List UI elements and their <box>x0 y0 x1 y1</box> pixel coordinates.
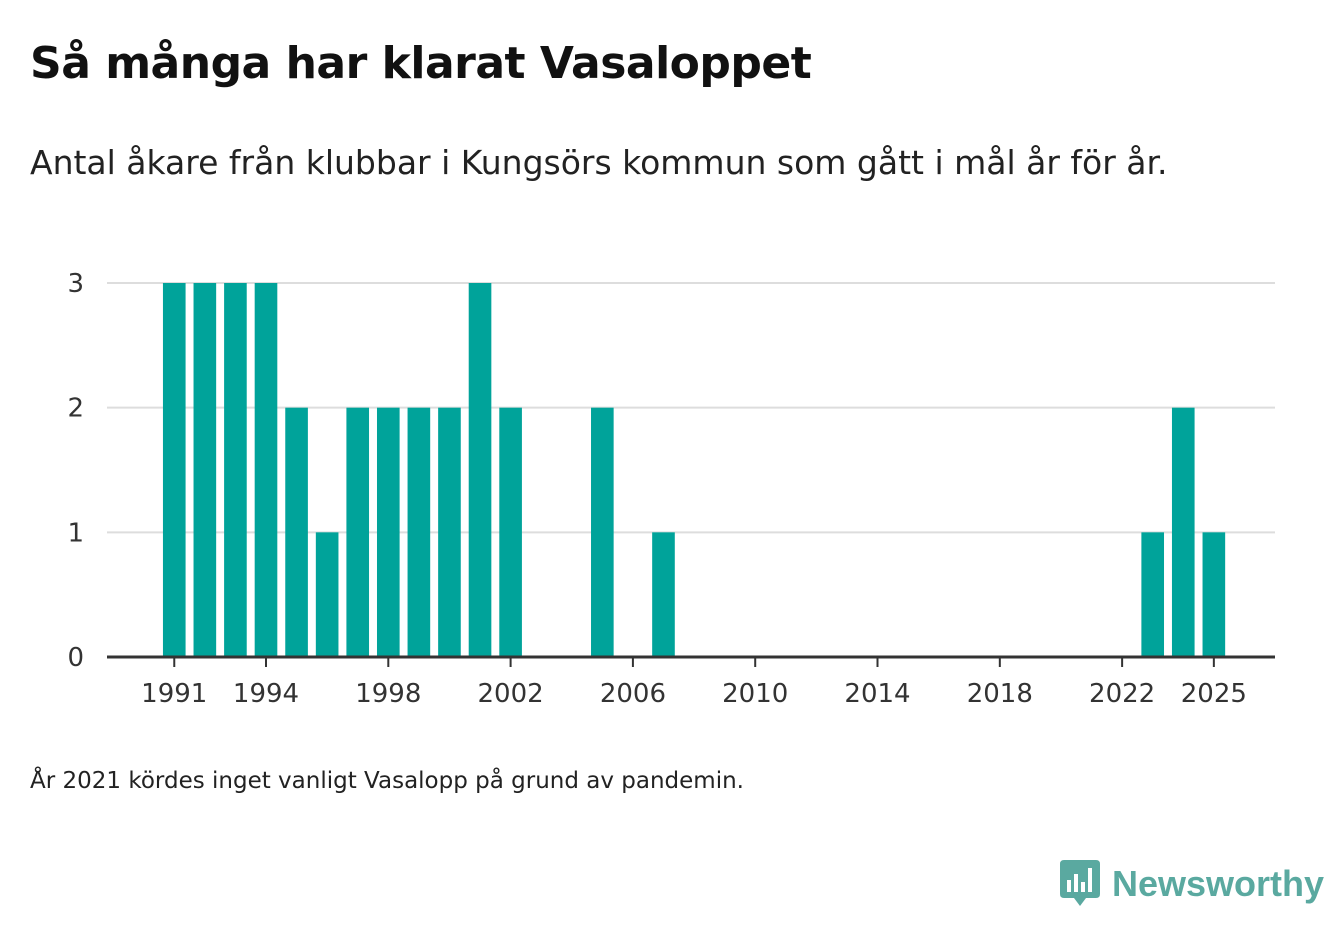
x-tick-label: 2006 <box>600 679 666 709</box>
x-tick-label: 2022 <box>1089 679 1155 709</box>
gridlines <box>107 282 1275 534</box>
bar-2007[interactable] <box>652 532 675 657</box>
x-tick-label: 2010 <box>722 679 788 709</box>
y-tick-label: 1 <box>67 518 84 548</box>
y-tick-label: 3 <box>67 269 84 299</box>
chart-title: Så många har klarat Vasaloppet <box>30 38 812 89</box>
x-tick-label: 2018 <box>967 679 1033 709</box>
footnote: År 2021 kördes inget vanligt Vasalopp på… <box>30 768 744 794</box>
x-tick-label: 1991 <box>141 679 207 709</box>
bar-2024[interactable] <box>1171 407 1195 657</box>
bar-2005[interactable] <box>591 407 614 657</box>
bar-1994[interactable] <box>254 283 278 657</box>
x-tick-label: 1994 <box>233 679 299 709</box>
bars <box>162 283 1226 657</box>
bar-1998[interactable] <box>376 407 400 657</box>
bar-2002[interactable] <box>499 407 522 657</box>
bar-1992[interactable] <box>193 283 217 657</box>
brand-logo[interactable]: Newsworthy <box>1060 860 1324 908</box>
bar-2001[interactable] <box>468 283 492 657</box>
y-tick-label: 0 <box>67 643 84 673</box>
bar-2025[interactable] <box>1202 532 1226 657</box>
x-tick-label: 2002 <box>478 679 544 709</box>
bar-1997[interactable] <box>346 407 370 657</box>
bar-1993[interactable] <box>224 283 247 657</box>
x-tick-label: 1998 <box>355 679 421 709</box>
y-tick-label: 2 <box>67 394 84 424</box>
bar-chart: 0 1 2 3 1991 1994 1998 2002 2006 2010 2014 2018 2022… <box>67 269 1275 709</box>
bar-2000[interactable] <box>438 407 461 657</box>
chart-subtitle: Antal åkare från klubbar i Kungsörs komm… <box>30 143 1168 182</box>
axes: 0 1 2 3 1991 1994 1998 2002 2006 2010 2014 2018 2022… <box>67 269 1275 709</box>
bar-1995[interactable] <box>285 407 308 657</box>
x-tick-label: 2014 <box>844 679 910 709</box>
bar-1991[interactable] <box>162 283 186 657</box>
bar-1999[interactable] <box>407 407 431 657</box>
x-tick-label: 2025 <box>1181 679 1247 709</box>
bar-1996[interactable] <box>315 532 339 657</box>
brand-name: Newsworthy <box>1112 863 1325 904</box>
newsworthy-logo-icon <box>1060 860 1100 906</box>
bar-2023[interactable] <box>1141 532 1165 657</box>
